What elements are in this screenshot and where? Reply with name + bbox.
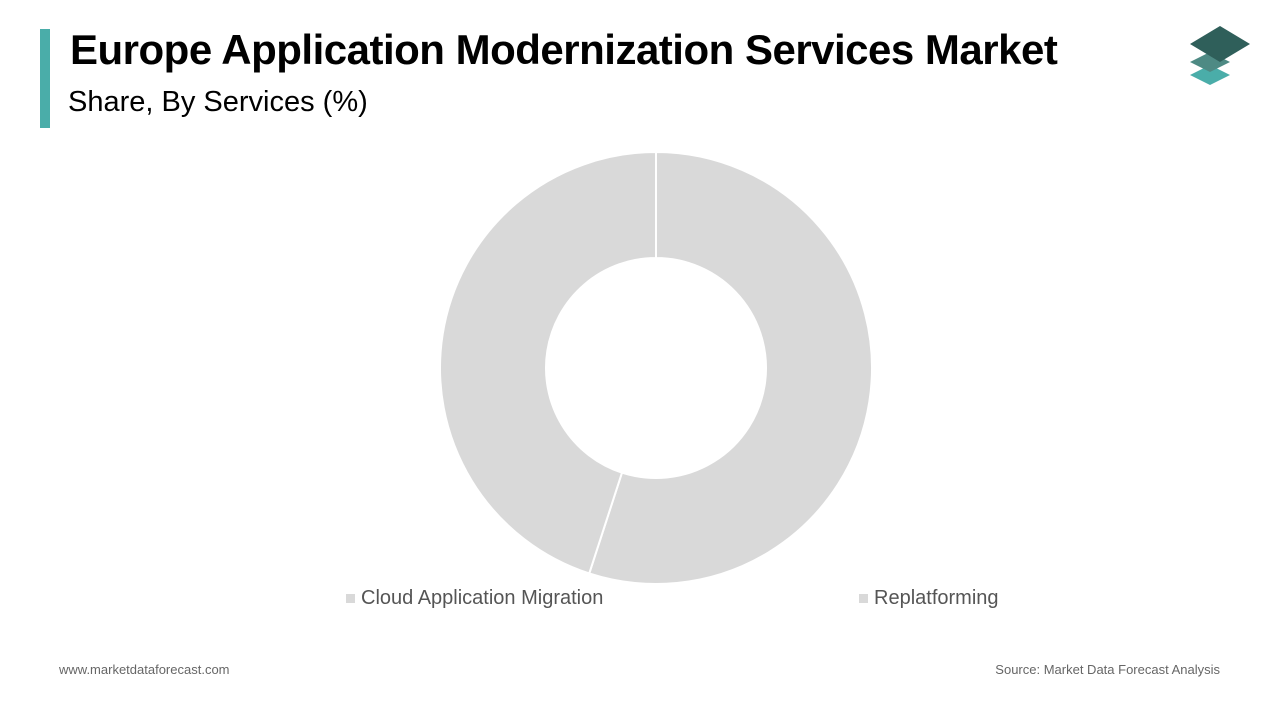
chart-title: Europe Application Modernization Service… <box>70 26 1058 73</box>
legend-swatch-replatforming <box>859 593 868 603</box>
logo-icon <box>1190 26 1250 85</box>
slice-cloud-application-migration[interactable] <box>587 150 873 585</box>
legend-label: Cloud Application Migration <box>361 586 604 609</box>
chart-subtitle: Share, By Services (%) <box>68 86 368 118</box>
footer-website: www.marketdataforecast.com <box>59 662 230 677</box>
legend-swatch-cloud <box>346 593 355 603</box>
legend-item-replatforming[interactable]: Replatforming <box>859 585 999 611</box>
donut-slices <box>439 150 873 585</box>
logo-layer-top <box>1190 26 1250 62</box>
accent-bar <box>40 29 50 128</box>
slice-replatforming[interactable] <box>439 150 657 575</box>
legend-label: Replatforming <box>874 586 999 609</box>
legend-item-cloud-application-migration[interactable]: Cloud Application Migration <box>346 585 603 611</box>
footer-source: Source: Market Data Forecast Analysis <box>995 662 1220 677</box>
logo-layer-bottom <box>1190 65 1230 85</box>
